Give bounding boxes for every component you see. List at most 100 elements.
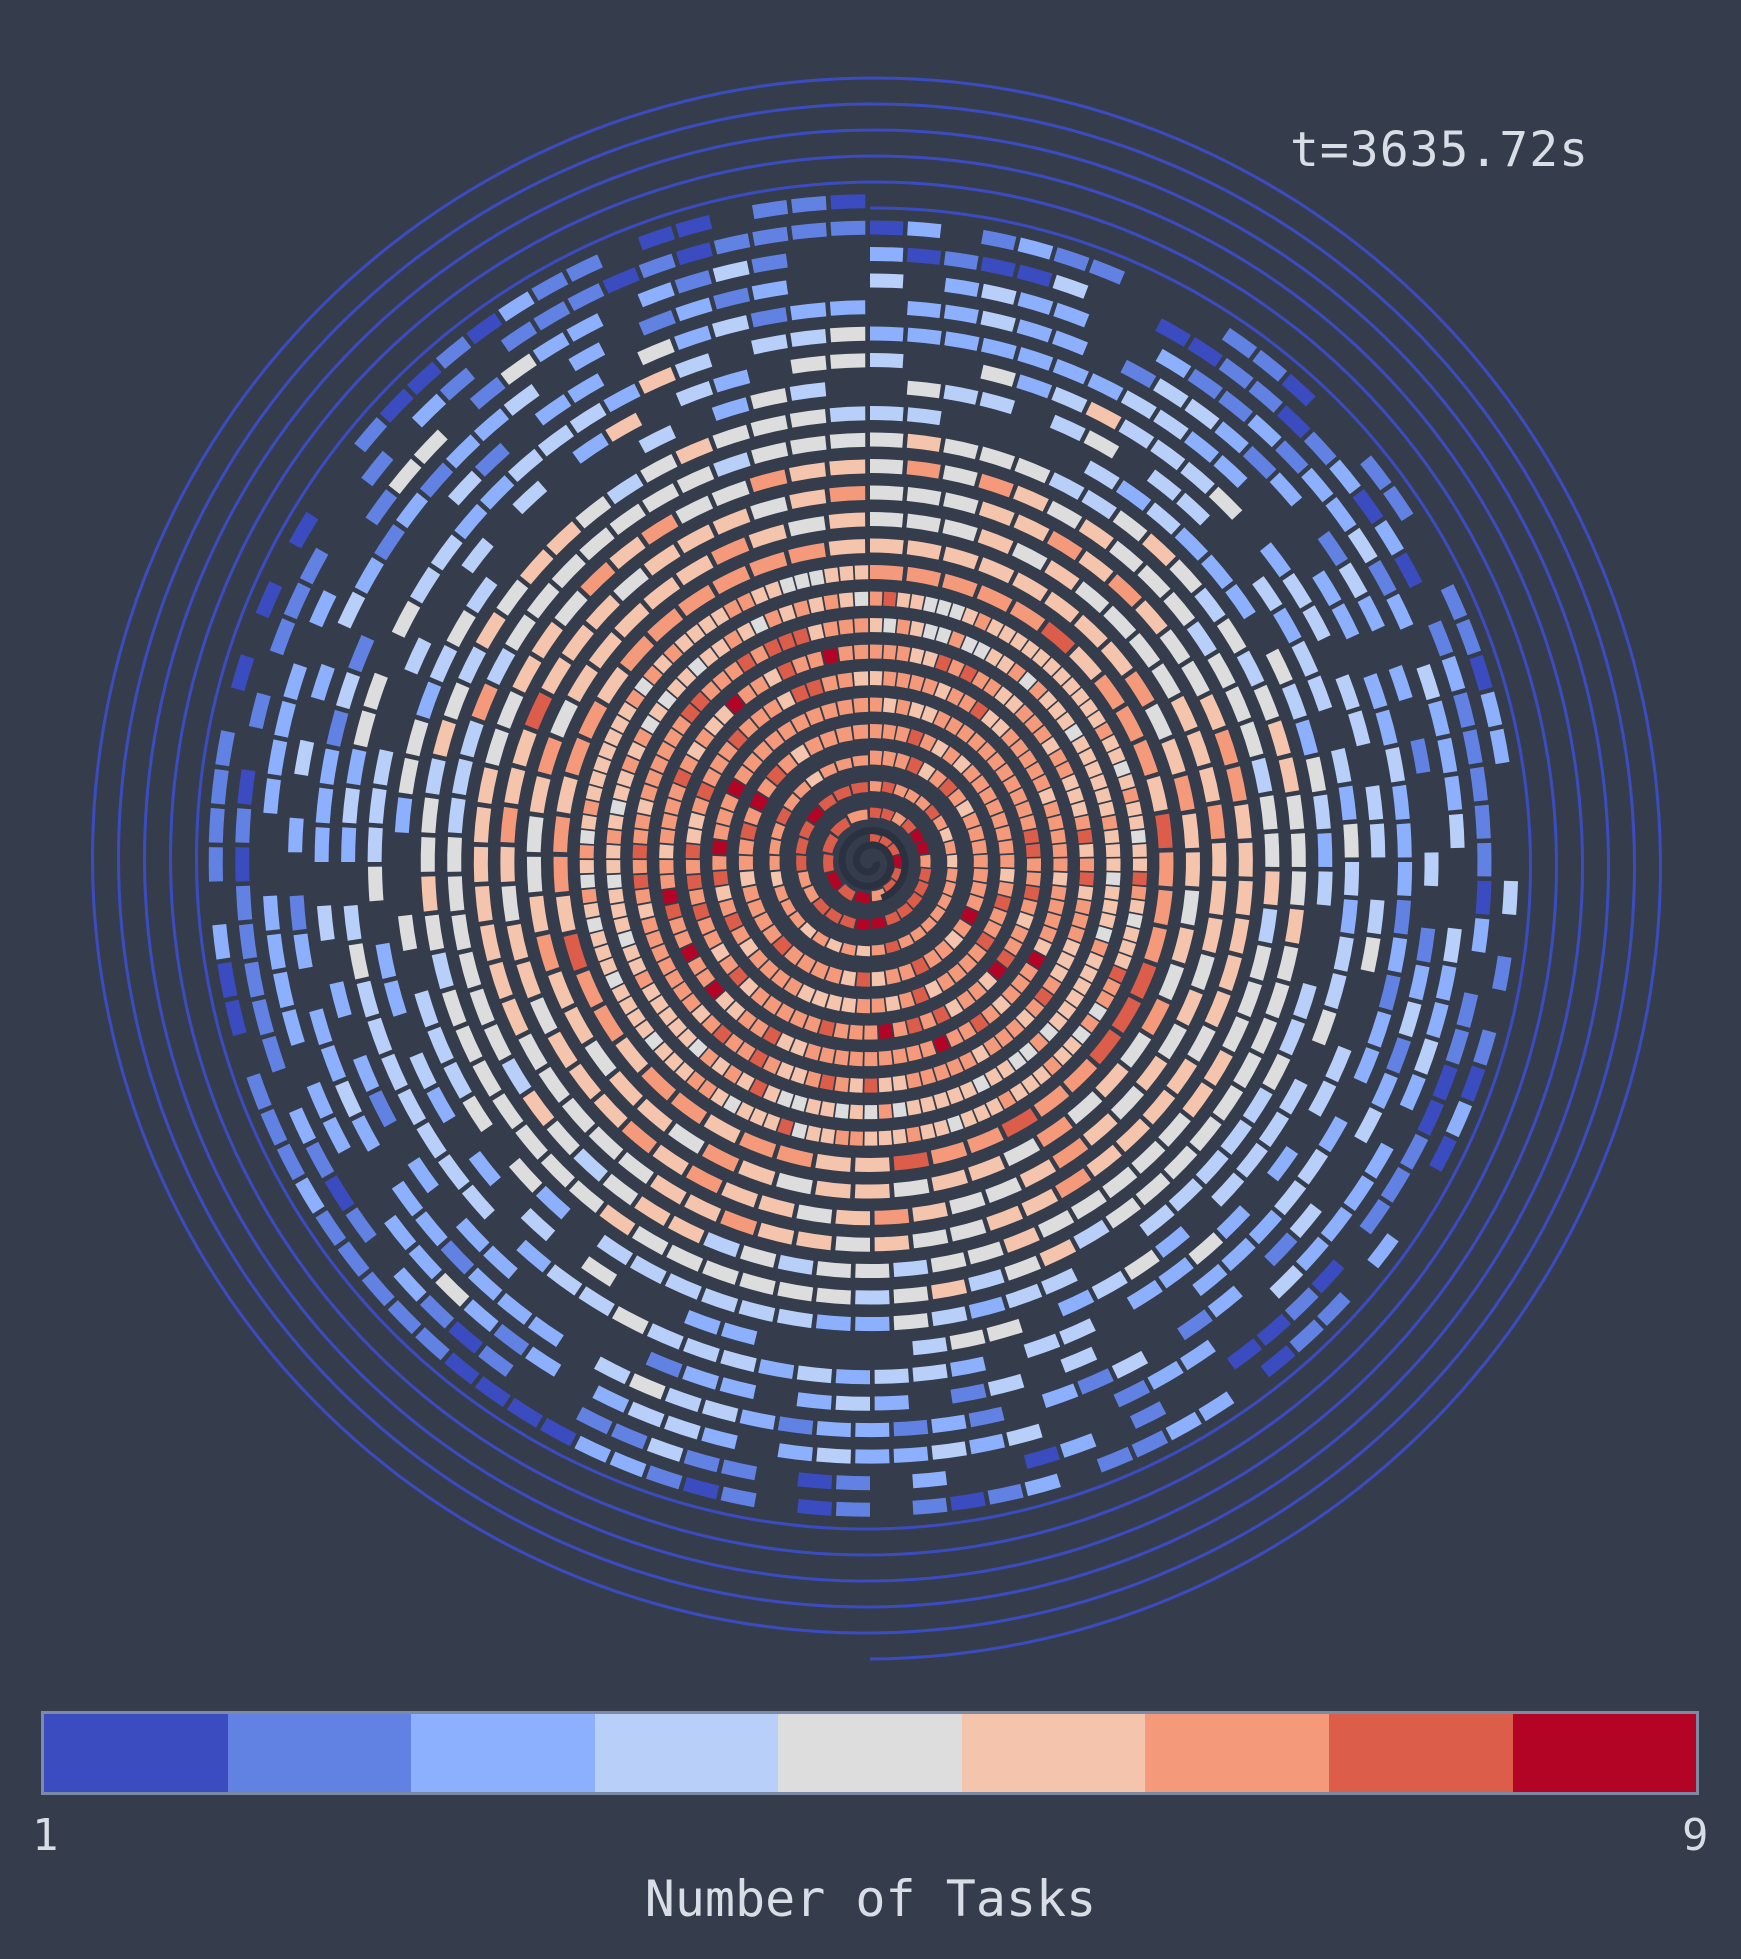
spiral-cell-672: [824, 567, 839, 584]
spiral-cell-425: [640, 784, 658, 801]
spiral-cell-370: [1077, 829, 1093, 844]
spiral-cell-1469: [244, 961, 265, 998]
spiral-cell-1547: [217, 962, 238, 998]
spiral-cell-1272: [943, 304, 979, 324]
spiral-cell-913: [1264, 833, 1280, 867]
spiral-cell-537: [648, 702, 668, 722]
spiral-cell-714: [565, 737, 591, 776]
spiral-cell-554: [870, 591, 883, 606]
spiral-cell-882: [473, 806, 492, 843]
spiral-cell-1519: [1165, 1411, 1202, 1441]
spiral-cell-1440: [1417, 1099, 1444, 1136]
spiral-cell-907: [1186, 621, 1217, 657]
spiral-cell-841: [1078, 550, 1114, 583]
spiral-cell-460: [1047, 701, 1067, 720]
spiral-cell-1423: [1303, 431, 1337, 466]
spiral-cell-132: [919, 733, 937, 752]
spiral-cell-769: [588, 632, 622, 669]
spiral-cell-587: [1129, 899, 1145, 914]
spiral-cell-106: [810, 961, 829, 980]
spiral-cell-24: [896, 902, 913, 919]
spiral-cell-1256: [315, 787, 334, 824]
spiral-cell-1312: [527, 1316, 564, 1347]
spiral-cell-800: [1052, 1137, 1089, 1169]
spiral-cell-351: [909, 647, 925, 665]
spiral-cell-1513: [1429, 1135, 1457, 1172]
spiral-cell-115: [738, 855, 754, 871]
spiral-cell-374: [1077, 885, 1094, 901]
spiral-cell-43: [904, 788, 920, 804]
spiral-cell-533: [621, 756, 640, 774]
spiral-cell-1172: [796, 1365, 832, 1384]
spiral-cell-1468: [252, 999, 274, 1036]
spiral-cell-1156: [1369, 823, 1386, 858]
spiral-cell-1206: [751, 334, 788, 355]
spiral-cell-311: [776, 1033, 795, 1052]
spiral-cell-782: [1044, 560, 1080, 591]
spiral-cell-678: [976, 585, 1013, 612]
spiral-cell-1450: [1023, 1446, 1061, 1469]
spiral-cell-1462: [393, 1267, 427, 1302]
spiral-cell-1033: [789, 409, 827, 428]
spiral-cell-160: [841, 997, 857, 1013]
spiral-cell-675: [870, 565, 904, 581]
spiral-cell-420: [632, 860, 648, 874]
spiral-cell-589: [1123, 926, 1140, 943]
spiral-cell-864: [912, 1229, 949, 1249]
spiral-cell-565: [1010, 632, 1028, 651]
spiral-cell-1521: [1096, 1446, 1134, 1473]
spiral-cell-1562: [531, 271, 569, 301]
spiral-cell-169: [731, 925, 750, 945]
spiral-cell-1296: [1207, 1285, 1243, 1318]
spiral-cell-649: [585, 785, 603, 802]
spiral-cell-408: [701, 1014, 721, 1034]
spiral-cell-1266: [674, 325, 712, 350]
spiral-cell-259: [806, 679, 824, 697]
spiral-cell-258: [791, 684, 810, 703]
spiral-cell-530: [610, 799, 627, 816]
spiral-cell-783: [1075, 581, 1110, 614]
spiral-cell-1303: [893, 1419, 929, 1437]
spiral-cell-1025: [520, 549, 554, 585]
spiral-cell-234: [750, 987, 770, 1007]
spiral-cell-1476: [269, 618, 296, 656]
spiral-cell-771: [643, 577, 681, 610]
spiral-cell-893: [711, 480, 750, 507]
spiral-cell-531: [613, 784, 630, 802]
spiral-cell-360: [1015, 704, 1034, 724]
spiral-cell-639: [590, 930, 608, 947]
spiral-cell-666: [737, 592, 755, 612]
spiral-cell-572: [1079, 699, 1098, 717]
spiral-cell-266: [909, 674, 925, 692]
spiral-cell-844: [1159, 629, 1191, 665]
spiral-cell-1115: [1057, 1289, 1095, 1317]
spiral-cell-1329: [374, 524, 405, 561]
spiral-cell-467: [1094, 787, 1112, 804]
spiral-cell-1264: [567, 373, 605, 403]
spiral-cell-105: [825, 966, 843, 984]
spiral-cell-842: [1108, 574, 1142, 607]
spiral-cell-1539: [361, 1271, 395, 1307]
spiral-cell-1188: [348, 943, 369, 980]
spiral-cell-1405: [500, 353, 537, 385]
spiral-cell-476: [1099, 912, 1116, 929]
spiral-cell-796: [1157, 1023, 1187, 1060]
spiral-cell-118: [743, 807, 762, 826]
spiral-cell-1027: [575, 496, 612, 529]
spiral-cell-869: [720, 1210, 758, 1236]
spiral-cell-1383: [592, 1385, 630, 1413]
spiral-cell-717: [620, 635, 654, 672]
spiral-cell-1066: [738, 1300, 776, 1322]
spiral-cell-261: [837, 672, 853, 689]
spiral-cell-1340: [870, 273, 904, 289]
spiral-cell-1497: [1089, 259, 1125, 285]
spiral-cell-987: [1233, 1052, 1262, 1089]
spiral-cell-79: [882, 750, 897, 767]
spiral-cell-1279: [1214, 421, 1249, 454]
spiral-cell-50: [946, 868, 958, 882]
spiral-cell-380: [1049, 964, 1069, 982]
spiral-cell-868: [757, 1222, 795, 1245]
spiral-cell-29: [825, 907, 843, 924]
spiral-cell-529: [607, 814, 624, 830]
spiral-cell-417: [637, 903, 655, 919]
